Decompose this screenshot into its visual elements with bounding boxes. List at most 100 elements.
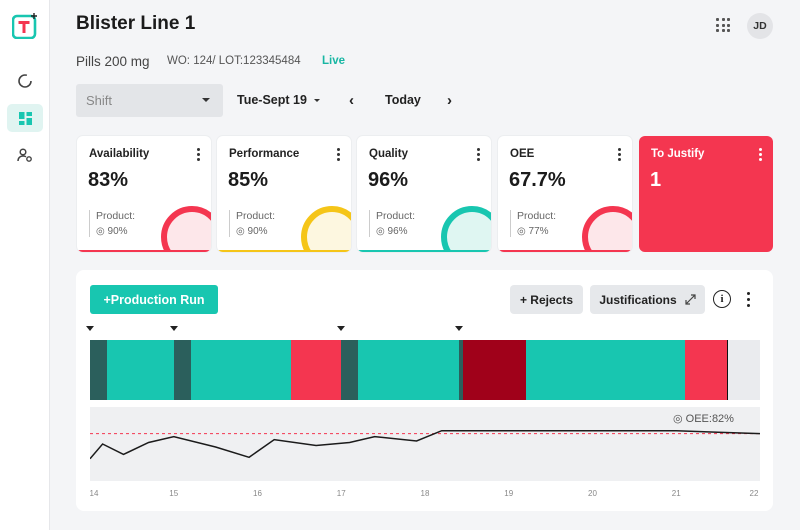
shift-select-placeholder: Shift — [86, 93, 113, 108]
event-marker[interactable] — [169, 326, 178, 331]
today-button[interactable]: Today — [385, 93, 421, 107]
product-name: Pills 200 mg — [76, 54, 150, 69]
timeline-segment-critical[interactable] — [462, 340, 526, 400]
production-panel: +Production Run + Rejects Justifications… — [76, 270, 773, 511]
timeline-segment-running[interactable] — [358, 340, 459, 400]
more-icon[interactable] — [197, 148, 200, 161]
x-tick-label: 17 — [336, 489, 346, 498]
next-day-icon[interactable]: › — [447, 92, 452, 109]
kpi-ring — [582, 206, 632, 252]
kpi-accent-line — [357, 250, 491, 252]
kpi-value: 85% — [228, 169, 269, 191]
info-icon[interactable]: i — [713, 290, 731, 308]
user-settings-icon — [17, 148, 32, 162]
more-icon[interactable] — [477, 148, 480, 161]
more-icon[interactable] — [759, 148, 762, 161]
prev-day-icon[interactable]: ‹ — [349, 92, 354, 109]
kpi-ring — [301, 206, 351, 252]
x-axis: 14 15 16 17 18 19 20 21 22 — [90, 483, 760, 503]
oee-series-line — [89, 429, 761, 460]
timeline-segment-downtime[interactable] — [173, 340, 191, 400]
x-tick-label: 21 — [671, 489, 681, 498]
shift-select[interactable]: Shift — [76, 84, 223, 117]
expand-icon — [685, 294, 696, 305]
kpi-ring — [161, 206, 211, 252]
page-title: Blister Line 1 — [76, 13, 196, 34]
timeline-segment-future[interactable] — [728, 340, 760, 400]
product-value: ◎ 96% — [376, 226, 408, 237]
avatar[interactable]: JD — [747, 13, 773, 39]
event-marker[interactable] — [454, 326, 463, 331]
kpi-card-performance[interactable]: Performance 85% Product: ◎ 90% — [217, 136, 351, 252]
kpi-accent-line — [217, 250, 351, 252]
kpi-value: 67.7% — [509, 169, 566, 191]
product-label: Product: — [517, 210, 557, 222]
timeline-segment-downtime[interactable] — [458, 340, 463, 400]
kpi-label: To Justify — [651, 148, 705, 160]
product-benchmark: Product: ◎ 90% — [89, 210, 135, 237]
kpi-value: 83% — [88, 169, 129, 191]
event-marker[interactable] — [86, 326, 94, 331]
kpi-label: Quality — [369, 148, 408, 160]
kpi-card-quality[interactable]: Quality 96% Product: ◎ 96% — [357, 136, 491, 252]
add-rejects-button[interactable]: + Rejects — [510, 285, 583, 314]
product-value: ◎ 90% — [96, 226, 128, 237]
kpi-label: OEE — [510, 148, 535, 160]
oee-trend-chart — [89, 407, 761, 481]
chevron-down-icon — [202, 98, 210, 102]
sidebar-item-dashboard[interactable] — [7, 104, 43, 132]
kpi-label: Availability — [89, 148, 150, 160]
sidebar — [0, 0, 50, 530]
date-caret-icon[interactable] — [314, 99, 320, 102]
product-value: ◎ 77% — [517, 226, 549, 237]
product-label: Product: — [376, 210, 416, 222]
x-tick-label: 15 — [169, 489, 179, 498]
timeline-segment-running[interactable] — [525, 340, 685, 400]
product-value: ◎ 90% — [236, 226, 268, 237]
to-justify-card[interactable]: To Justify 1 — [639, 136, 773, 252]
more-icon[interactable] — [337, 148, 340, 161]
logo-icon[interactable] — [12, 12, 39, 39]
dashboard-icon — [18, 111, 32, 125]
timeline-segment-downtime[interactable] — [90, 340, 107, 400]
product-benchmark: Product: ◎ 90% — [229, 210, 275, 237]
oee-trend-svg — [89, 429, 761, 460]
kpi-accent-line — [498, 250, 632, 252]
timeline-segment-stopped[interactable] — [684, 340, 727, 400]
timeline-segment-running[interactable] — [190, 340, 291, 400]
kpi-ring — [441, 206, 491, 252]
product-benchmark: Product: ◎ 96% — [369, 210, 415, 237]
justifications-button[interactable]: Justifications — [590, 285, 705, 314]
x-tick-label: 20 — [588, 489, 597, 498]
x-tick-label: 16 — [253, 489, 262, 498]
kpi-label: Performance — [229, 148, 300, 160]
kpi-accent-line — [77, 250, 211, 252]
timeline-segment-running[interactable] — [106, 340, 174, 400]
status-badge: Live — [322, 55, 346, 67]
date-select[interactable]: Tue-Sept 19 — [237, 93, 307, 107]
state-timeline[interactable] — [90, 340, 760, 400]
timeline-segment-downtime[interactable] — [341, 340, 358, 400]
x-tick-label: 14 — [89, 489, 99, 498]
kpi-value: 1 — [650, 169, 662, 191]
circular-progress-icon — [18, 74, 32, 88]
product-label: Product: — [96, 210, 136, 222]
kpi-card-oee[interactable]: OEE 67.7% Product: ◎ 77% — [498, 136, 632, 252]
product-label: Product: — [236, 210, 276, 222]
event-marker[interactable] — [337, 326, 346, 331]
kpi-card-availability[interactable]: Availability 83% Product: ◎ 90% — [77, 136, 211, 252]
product-benchmark: Product: ◎ 77% — [510, 210, 556, 237]
timeline-segment-current[interactable] — [726, 340, 729, 400]
x-tick-label: 18 — [420, 489, 430, 498]
kpi-value: 96% — [368, 169, 409, 191]
x-tick-label: 19 — [504, 489, 514, 498]
timeline-segment-stopped[interactable] — [291, 340, 342, 400]
x-tick-label: 22 — [749, 489, 759, 498]
sidebar-item-user-settings[interactable] — [7, 141, 43, 169]
oee-target-label: ◎ OEE:82% — [673, 413, 734, 425]
more-icon[interactable] — [618, 148, 621, 161]
more-vertical-icon[interactable] — [747, 292, 750, 307]
sidebar-item-progress[interactable] — [7, 67, 43, 95]
apps-grid-icon[interactable] — [716, 18, 730, 32]
add-production-run-button[interactable]: +Production Run — [90, 285, 218, 314]
